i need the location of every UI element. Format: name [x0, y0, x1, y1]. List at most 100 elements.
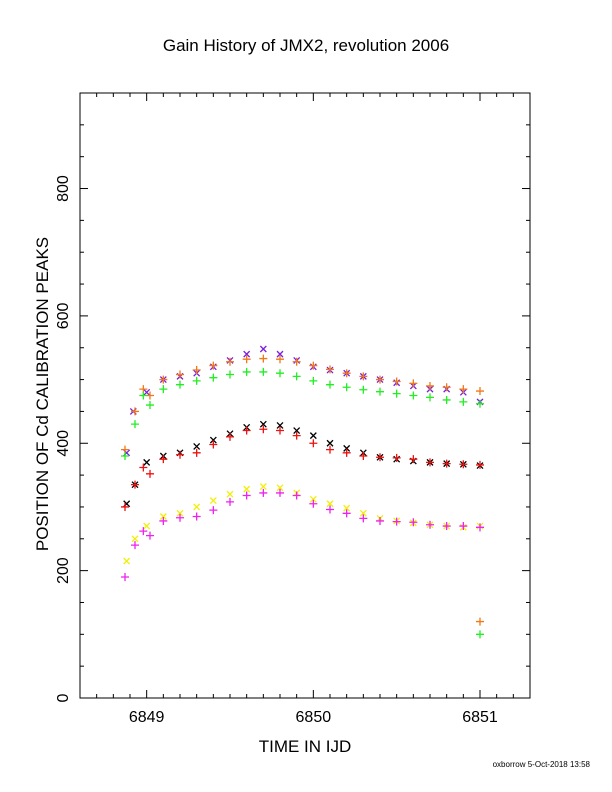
y-tick-label: 400: [55, 430, 72, 457]
data-point: [342, 509, 351, 518]
data-point: [242, 491, 251, 500]
data-point: [242, 367, 251, 376]
data-point: [131, 480, 139, 489]
data-point: [143, 522, 151, 530]
data-point: [276, 421, 284, 429]
y-tick-label: 800: [55, 175, 72, 202]
data-point: [176, 513, 184, 522]
data-point: [376, 453, 384, 462]
data-point: [442, 459, 451, 468]
data-point: [276, 484, 284, 492]
data-point: [259, 354, 268, 363]
y-tick-label: 600: [55, 302, 72, 329]
data-point: [226, 357, 234, 366]
data-point: [259, 488, 268, 497]
data-point: [293, 427, 301, 434]
data-point: [392, 389, 401, 398]
data-point: [139, 527, 148, 536]
data-point: [209, 436, 217, 444]
data-point: [326, 445, 334, 454]
data-point: [292, 431, 301, 440]
data-point: [359, 514, 368, 523]
data-point: [242, 426, 251, 435]
data-point: [309, 432, 317, 440]
data-point: [392, 453, 401, 462]
data-point: [476, 399, 484, 408]
data-point: [276, 350, 284, 358]
data-point: [131, 407, 139, 416]
data-point: [309, 361, 318, 370]
data-point: [176, 370, 184, 379]
data-point: [259, 425, 268, 434]
data-point: [192, 366, 201, 375]
data-point: [326, 380, 334, 389]
data-point: [121, 573, 129, 581]
data-point: [259, 483, 267, 491]
data-point: [376, 375, 384, 384]
data-point: [121, 502, 129, 511]
data-point: [159, 385, 168, 394]
data-point: [476, 630, 484, 639]
data-point: [159, 455, 168, 464]
data-point: [121, 452, 129, 460]
data-point: [309, 439, 318, 448]
data-point: [476, 387, 484, 396]
data-point: [426, 458, 434, 467]
data-point: [459, 397, 468, 406]
data-point: [276, 369, 284, 378]
data-point: [359, 452, 368, 460]
data-point: [159, 513, 167, 520]
data-point: [426, 381, 434, 390]
data-point: [131, 535, 139, 543]
data-point: [139, 391, 148, 400]
data-point: [409, 455, 418, 464]
series-3: [123, 420, 484, 508]
data-point: [476, 460, 484, 469]
data-point: [193, 503, 201, 511]
data-point: [442, 383, 451, 392]
x-tick-label: 6849: [129, 709, 165, 726]
series-5: [123, 483, 484, 565]
footer-stamp: oxborrow 5-Oct-2018 13:58: [492, 760, 590, 769]
chart-title: Gain History of JMX2, revolution 2006: [162, 36, 450, 55]
data-point: [409, 391, 418, 400]
data-point: [193, 442, 201, 450]
data-point: [409, 379, 418, 388]
data-point: [259, 345, 267, 353]
data-point: [392, 377, 401, 386]
series-6: [121, 488, 484, 581]
data-point: [343, 444, 351, 452]
x-axis-label: TIME IN IJD: [258, 737, 352, 756]
data-point: [146, 401, 154, 410]
data-point: [146, 531, 154, 540]
data-point: [459, 522, 468, 531]
data-point: [376, 387, 384, 396]
data-point: [459, 385, 468, 394]
data-point: [131, 541, 139, 550]
data-point: [276, 355, 284, 364]
data-point: [476, 617, 484, 626]
data-point: [276, 426, 284, 435]
data-point: [359, 372, 368, 381]
data-point: [326, 500, 334, 508]
data-point: [326, 505, 334, 514]
data-point: [243, 350, 251, 358]
data-point: [159, 516, 168, 525]
data-point: [123, 557, 131, 565]
data-point: [342, 369, 351, 378]
data-point: [342, 448, 351, 457]
x-tick-label: 6850: [296, 709, 332, 726]
data-point: [442, 522, 451, 531]
data-point: [159, 375, 168, 384]
data-point: [139, 463, 148, 472]
data-marks: [121, 345, 484, 639]
data-point: [292, 357, 301, 366]
data-point: [243, 485, 251, 493]
data-point: [359, 509, 367, 517]
data-point: [176, 509, 184, 517]
data-point: [259, 367, 268, 376]
y-tick-label: 0: [55, 693, 72, 702]
data-point: [176, 380, 184, 389]
data-point: [192, 448, 201, 457]
